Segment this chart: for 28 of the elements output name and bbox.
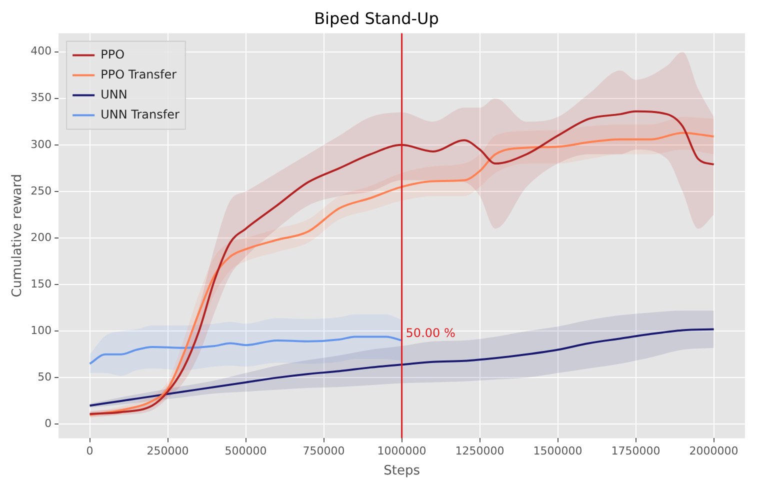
legend-label: UNN (100, 87, 128, 102)
x-tick-label: 2000000 (689, 444, 738, 458)
y-tick-label: 50 (38, 370, 52, 384)
y-tick-label: 150 (30, 277, 52, 290)
y-tick-label: 350 (30, 91, 52, 104)
x-tick-label: 0 (86, 444, 94, 458)
x-tick-label: 1500000 (533, 444, 582, 458)
line-series (88, 328, 715, 407)
line-series (88, 336, 403, 365)
legend-label: PPO Transfer (100, 67, 177, 82)
x-axis-title: Steps (384, 464, 420, 479)
y-tick-label: 200 (30, 230, 52, 244)
chart-title: Biped Stand-Up (314, 8, 439, 28)
y-tick-label: 0 (44, 417, 52, 430)
annotation: 50.00 % (406, 326, 456, 340)
legend-label: PPO (100, 47, 125, 62)
y-tick-label: 400 (30, 44, 52, 58)
y-tick-label: 250 (30, 184, 52, 198)
y-axis-title: Cumulative reward (10, 174, 26, 298)
x-tick-label: 1250000 (455, 444, 504, 458)
y-tick-label: 300 (30, 138, 52, 151)
y-tick-label: 100 (30, 324, 52, 337)
x-tick-label: 1000000 (377, 444, 426, 458)
x-tick-label: 500000 (224, 444, 267, 458)
x-tick-label: 750000 (302, 444, 345, 458)
legend-label: UNN Transfer (100, 107, 180, 122)
x-tick-label: 1750000 (611, 444, 660, 458)
x-tick-label: 250000 (146, 444, 189, 458)
